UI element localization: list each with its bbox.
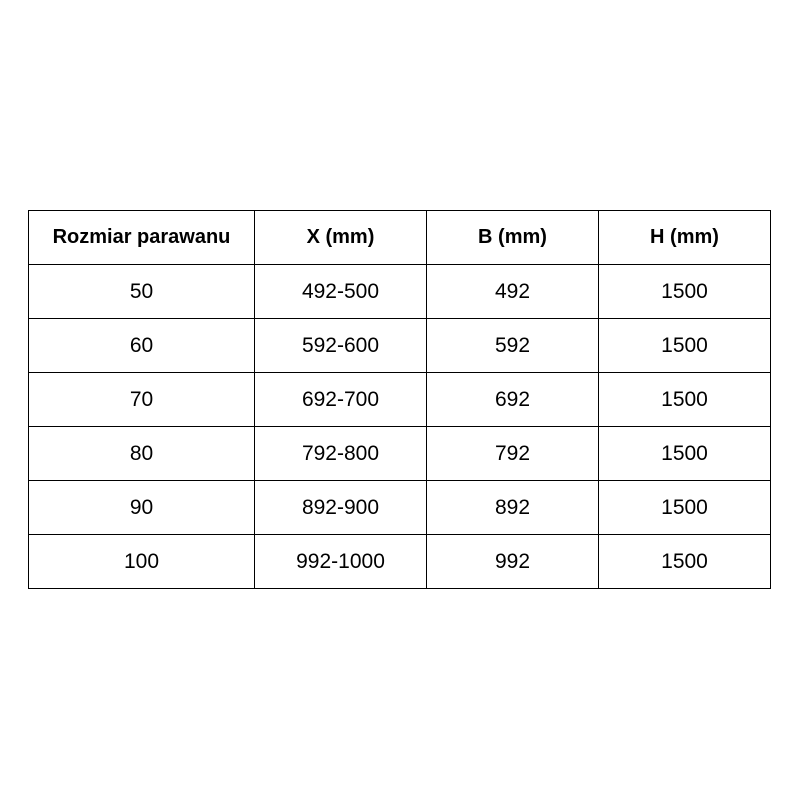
table-cell: 60: [28, 318, 255, 373]
header-cell: Rozmiar parawanu: [28, 210, 255, 265]
table-cell: 1500: [598, 426, 771, 481]
table-cell: 1500: [598, 372, 771, 427]
table-cell: 692-700: [254, 372, 427, 427]
table-row: 90 892-900 892 1500: [28, 480, 771, 535]
table-cell: 792: [426, 426, 599, 481]
size-table: Rozmiar parawanu X (mm) B (mm) H (mm) 50…: [28, 210, 771, 589]
table-row: 80 792-800 792 1500: [28, 426, 771, 481]
header-cell: H (mm): [598, 210, 771, 265]
table-cell: 992: [426, 534, 599, 589]
table-row: 100 992-1000 992 1500: [28, 534, 771, 589]
table-cell: 492: [426, 264, 599, 319]
table-cell: 1500: [598, 480, 771, 535]
table-row: 50 492-500 492 1500: [28, 264, 771, 319]
header-row: Rozmiar parawanu X (mm) B (mm) H (mm): [28, 210, 771, 265]
header-cell: X (mm): [254, 210, 427, 265]
table-cell: 592-600: [254, 318, 427, 373]
table-cell: 992-1000: [254, 534, 427, 589]
table-cell: 70: [28, 372, 255, 427]
table-cell: 1500: [598, 534, 771, 589]
table-row: 60 592-600 592 1500: [28, 318, 771, 373]
table-cell: 492-500: [254, 264, 427, 319]
table-cell: 80: [28, 426, 255, 481]
table-cell: 892: [426, 480, 599, 535]
table-cell: 100: [28, 534, 255, 589]
table-cell: 692: [426, 372, 599, 427]
table-cell: 892-900: [254, 480, 427, 535]
table-cell: 90: [28, 480, 255, 535]
table-cell: 792-800: [254, 426, 427, 481]
header-cell: B (mm): [426, 210, 599, 265]
table-cell: 1500: [598, 264, 771, 319]
table-row: 70 692-700 692 1500: [28, 372, 771, 427]
table-cell: 50: [28, 264, 255, 319]
table-cell: 592: [426, 318, 599, 373]
table-cell: 1500: [598, 318, 771, 373]
